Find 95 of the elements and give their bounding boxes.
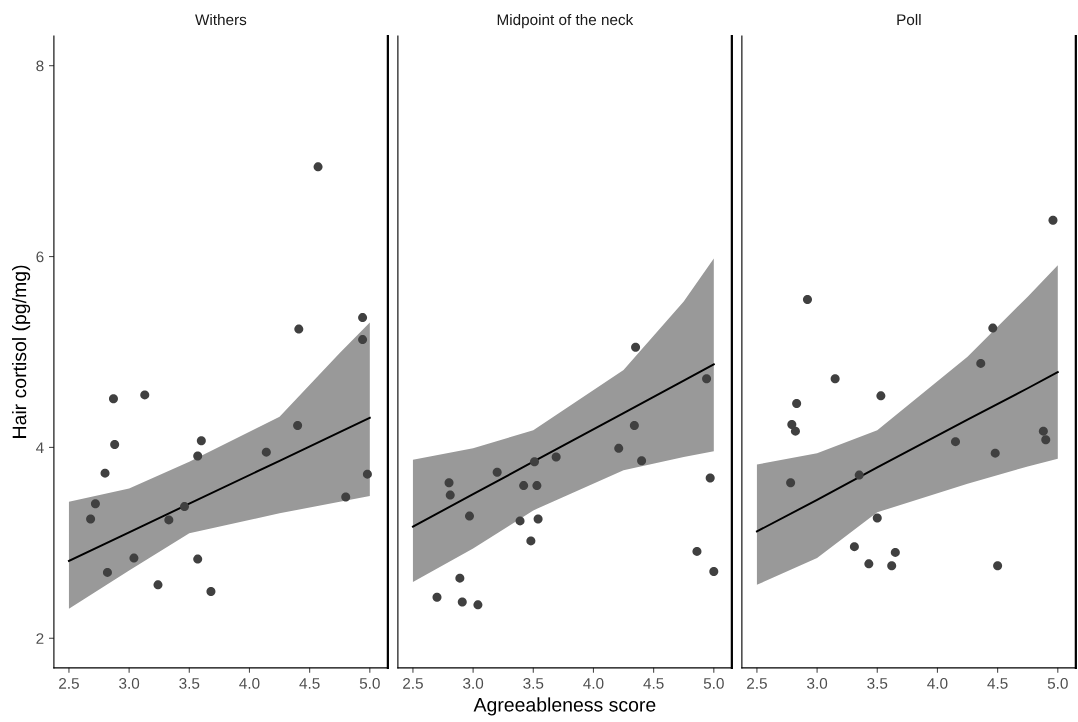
y-tick-label: 6	[36, 251, 44, 263]
point	[705, 473, 715, 483]
point	[455, 573, 465, 583]
point	[849, 542, 859, 552]
point	[206, 587, 216, 597]
y-tick-label: 2	[36, 633, 44, 644]
point	[551, 452, 561, 462]
point	[988, 323, 998, 333]
point	[614, 443, 624, 453]
chart-title: Withers	[195, 13, 247, 26]
point	[362, 469, 372, 479]
x-tick-label: 4.5	[299, 678, 320, 689]
line-series	[67, 416, 371, 562]
point	[526, 536, 536, 546]
point	[515, 516, 525, 526]
point	[790, 426, 800, 436]
point	[787, 420, 797, 429]
x-tick-label: 5.0	[703, 677, 724, 689]
point	[261, 447, 271, 457]
chart-title: Midpoint of the neck	[497, 13, 634, 29]
point	[86, 514, 96, 524]
point	[1038, 426, 1048, 436]
point	[786, 478, 796, 488]
point	[702, 374, 712, 384]
point	[990, 448, 1000, 458]
point	[341, 492, 351, 502]
point	[830, 374, 840, 384]
point	[519, 481, 529, 491]
point	[692, 546, 702, 556]
point	[465, 511, 474, 521]
x-tick-label: 4.5	[987, 678, 1008, 689]
x-tick-label: 5.0	[359, 677, 380, 689]
point	[293, 420, 303, 430]
point	[854, 470, 864, 480]
point	[533, 514, 543, 524]
point	[492, 467, 502, 477]
point	[432, 592, 442, 602]
point	[196, 436, 206, 446]
point	[153, 580, 163, 590]
y-tick-label: 4	[36, 442, 44, 453]
point	[890, 547, 900, 557]
x-axis-title: Agreeableness score	[473, 697, 656, 716]
x-tick-label: 2.5	[59, 677, 79, 689]
point	[876, 391, 886, 401]
chart-title: Poll	[897, 13, 921, 26]
x-tick-label: 3.5	[523, 677, 544, 689]
point	[792, 399, 802, 409]
point	[864, 559, 874, 569]
point	[358, 335, 368, 345]
x-tick-label: 4.5	[643, 678, 664, 689]
x-tick-label: 3.0	[463, 677, 484, 689]
x-tick-label: 5.0	[1047, 677, 1068, 689]
point	[294, 324, 304, 334]
point	[529, 457, 539, 467]
point	[629, 420, 639, 430]
point	[1041, 435, 1051, 445]
point	[179, 502, 189, 512]
x-tick-label: 3.5	[179, 677, 200, 689]
x-tick-label: 2.5	[403, 677, 423, 689]
point	[993, 561, 1003, 571]
point	[193, 451, 203, 461]
point	[358, 313, 368, 323]
x-tick-label: 4.0	[927, 677, 948, 689]
x-tick-label: 3.5	[867, 677, 888, 689]
point	[1048, 215, 1058, 225]
point	[802, 294, 812, 304]
point	[164, 515, 174, 525]
x-tick-label: 3.0	[119, 677, 140, 689]
point	[631, 342, 641, 352]
x-tick-label: 4.0	[583, 677, 604, 689]
x-tick-label: 4.0	[239, 677, 260, 689]
point	[872, 513, 882, 523]
point	[193, 554, 203, 564]
point	[457, 597, 467, 607]
point	[473, 600, 483, 610]
point	[709, 566, 719, 576]
x-tick-label: 2.5	[747, 677, 767, 689]
point	[102, 567, 112, 577]
y-tick-label: 8	[36, 60, 44, 72]
point	[140, 390, 150, 400]
point	[950, 437, 960, 447]
point	[108, 394, 118, 404]
x-tick-label: 3.0	[807, 677, 828, 689]
point	[90, 499, 100, 509]
point	[532, 481, 542, 491]
point	[313, 162, 323, 172]
y-axis-title: Hair cortisol (pg/mg)	[12, 265, 31, 438]
point	[129, 553, 139, 563]
point	[637, 456, 647, 466]
point	[976, 358, 986, 368]
point	[100, 468, 110, 478]
point	[445, 490, 455, 500]
point	[110, 440, 120, 450]
point	[444, 478, 454, 488]
point	[887, 561, 897, 571]
